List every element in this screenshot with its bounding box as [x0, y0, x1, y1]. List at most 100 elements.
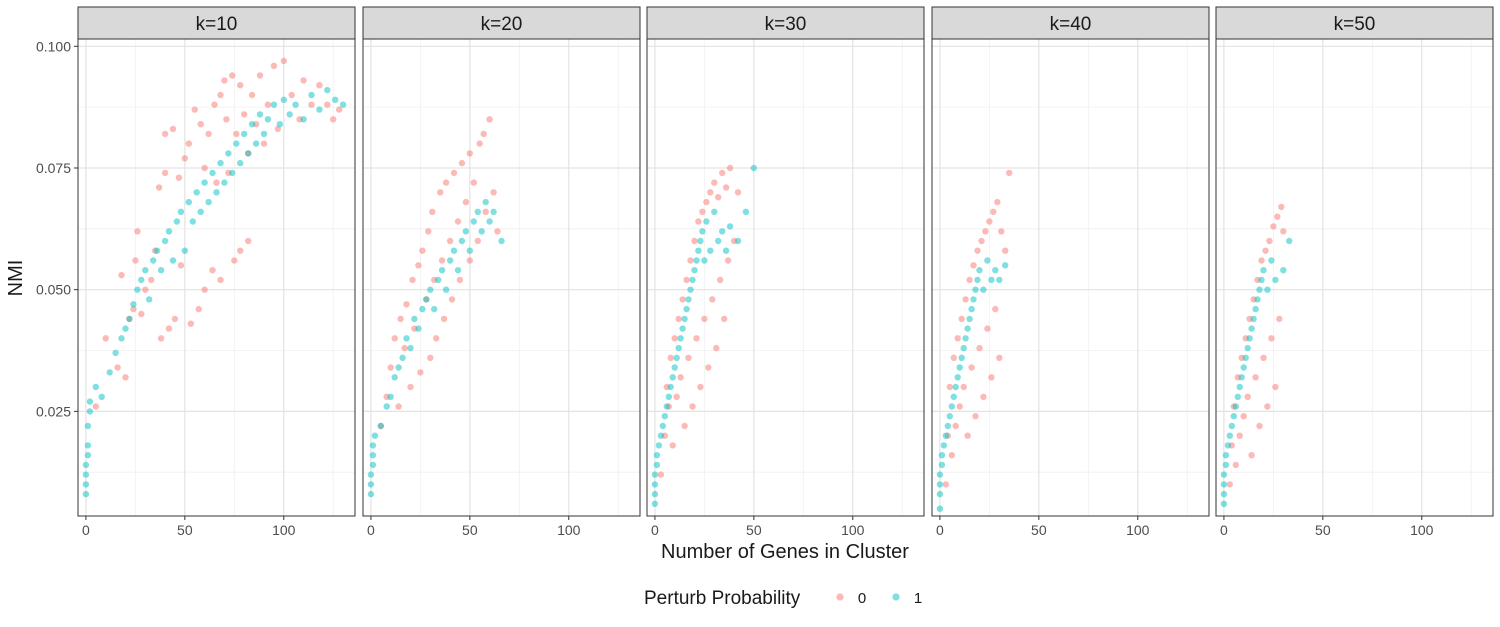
data-point-series-1 — [369, 442, 377, 449]
data-point-series-1 — [942, 432, 950, 439]
data-point-series-0 — [470, 179, 477, 186]
data-point-series-1 — [229, 169, 236, 177]
x-tick-label: 50 — [462, 522, 478, 538]
data-point-series-0 — [300, 77, 307, 84]
data-point-series-0 — [657, 471, 665, 478]
facet-strip-label: k=10 — [196, 14, 238, 35]
data-point-series-1 — [1254, 296, 1261, 303]
data-point-series-1 — [946, 413, 953, 420]
data-point-series-0 — [1280, 228, 1287, 235]
data-point-series-1 — [984, 257, 991, 264]
data-point-series-0 — [155, 184, 163, 191]
data-point-series-1 — [209, 169, 216, 177]
data-point-series-1 — [157, 267, 165, 274]
data-point-series-0 — [161, 169, 169, 177]
data-point-series-0 — [669, 442, 676, 449]
data-point-series-1 — [675, 344, 682, 352]
legend-label-1: 1 — [914, 590, 922, 607]
legend-title: Perturb Probability — [644, 588, 801, 609]
data-point-series-1 — [699, 228, 706, 235]
data-point-series-1 — [938, 461, 946, 469]
data-point-series-0 — [998, 228, 1005, 235]
data-point-series-1 — [435, 276, 442, 284]
x-axis-title: Number of Genes in Cluster — [661, 541, 909, 563]
data-point-series-0 — [726, 164, 734, 172]
x-tick-label: 0 — [936, 522, 944, 538]
x-tick-label: 0 — [651, 522, 659, 538]
y-tick-label: 0.025 — [36, 403, 71, 419]
y-tick-label: 0.100 — [36, 38, 71, 54]
data-point-series-1 — [697, 237, 704, 245]
data-point-series-1 — [252, 140, 260, 147]
data-point-series-1 — [146, 296, 153, 303]
x-tick-label: 100 — [1410, 522, 1434, 538]
data-point-series-1 — [264, 116, 272, 123]
data-point-series-0 — [970, 262, 977, 269]
data-point-series-1 — [677, 335, 684, 342]
data-point-series-1 — [950, 393, 957, 400]
data-point-series-1 — [715, 237, 722, 245]
data-point-series-0 — [446, 237, 454, 245]
data-point-series-1 — [308, 91, 315, 99]
data-point-series-0 — [448, 296, 456, 303]
data-point-series-0 — [942, 481, 950, 488]
data-point-series-0 — [1262, 247, 1269, 254]
data-point-series-1 — [669, 374, 676, 381]
data-point-series-0 — [201, 164, 208, 172]
data-point-series-0 — [978, 237, 985, 245]
data-point-series-1 — [173, 218, 181, 225]
data-point-series-0 — [703, 198, 710, 206]
data-point-series-0 — [316, 82, 323, 89]
data-point-series-1 — [431, 305, 438, 313]
data-point-series-1 — [177, 208, 185, 215]
data-point-series-1 — [153, 247, 161, 254]
data-point-series-1 — [395, 364, 402, 371]
data-point-series-1 — [1264, 286, 1271, 293]
data-point-series-0 — [438, 257, 446, 264]
data-point-series-0 — [1264, 403, 1271, 410]
data-point-series-1 — [205, 198, 212, 206]
data-point-series-0 — [679, 296, 686, 303]
data-point-series-1 — [300, 116, 307, 123]
facet-strip — [646, 6, 925, 40]
data-point-series-0 — [185, 140, 192, 147]
data-point-series-1 — [996, 276, 1003, 284]
data-point-series-1 — [286, 111, 293, 118]
data-point-series-1 — [679, 325, 686, 332]
data-point-series-0 — [148, 276, 155, 284]
data-point-series-0 — [187, 320, 194, 327]
data-point-series-0 — [221, 77, 228, 84]
data-point-series-1 — [1226, 432, 1234, 439]
data-point-series-0 — [474, 237, 481, 245]
data-point-series-1 — [938, 452, 946, 459]
data-point-series-0 — [480, 130, 487, 138]
data-point-series-1 — [225, 150, 232, 157]
data-point-series-0 — [986, 218, 993, 225]
data-point-series-1 — [377, 422, 384, 430]
data-point-series-1 — [1260, 267, 1267, 274]
data-point-series-0 — [964, 432, 971, 439]
data-point-series-0 — [705, 364, 712, 371]
data-point-series-0 — [177, 262, 185, 269]
data-point-series-1 — [260, 130, 268, 138]
data-point-series-1 — [197, 208, 204, 215]
legend-label-0: 0 — [858, 590, 866, 607]
data-point-series-0 — [181, 155, 188, 162]
data-point-series-1 — [122, 325, 129, 332]
data-point-series-1 — [988, 276, 995, 284]
data-point-series-0 — [401, 344, 408, 352]
data-point-series-1 — [948, 403, 955, 410]
data-point-series-0 — [274, 125, 281, 133]
data-point-series-1 — [415, 325, 422, 332]
data-point-series-0 — [270, 62, 278, 69]
data-point-series-1 — [371, 432, 379, 439]
data-point-series-1 — [1280, 267, 1287, 274]
data-point-series-0 — [466, 150, 473, 157]
data-point-series-1 — [992, 267, 999, 274]
data-point-series-0 — [191, 106, 198, 113]
data-point-series-0 — [201, 286, 208, 293]
data-point-series-1 — [161, 237, 169, 245]
data-point-series-1 — [233, 140, 240, 147]
data-point-series-1 — [82, 481, 90, 488]
